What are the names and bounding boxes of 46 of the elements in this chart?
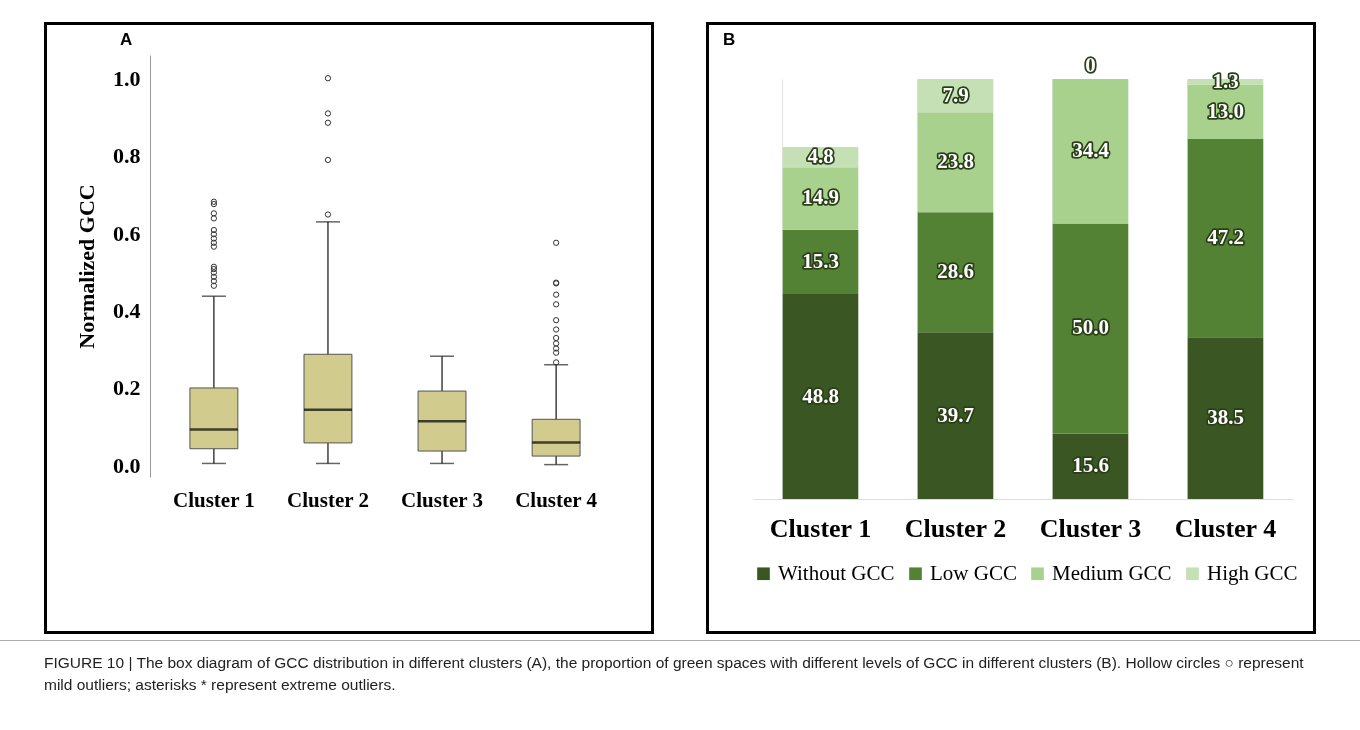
data-label: 23.8	[937, 149, 974, 174]
y-tick-label: 0.8	[113, 143, 141, 169]
x-tick-label: Cluster 2	[904, 513, 1007, 543]
bar	[1187, 337, 1264, 499]
data-label: 39.7	[937, 402, 974, 427]
caption: FIGURE 10 | The box diagram of GCC distribution in different clusters (A), the proportion of green spaces with different levels of GCC in different clusters (B). Hollow circles ○ represent mild outliers; asterisks * represent extreme outliers.	[44, 653, 1305, 695]
y-tick-label: 1.0	[113, 65, 141, 91]
bar	[782, 294, 859, 499]
x-tick-label: Cluster 4	[1174, 513, 1277, 543]
x-tick-label: Cluster 2	[287, 487, 369, 512]
chart-title: B	[723, 30, 736, 49]
bar	[1052, 223, 1129, 434]
data-label: 28.6	[937, 259, 974, 284]
legend-label: High GCC	[1207, 560, 1298, 585]
y-tick-label: 0.4	[113, 298, 141, 324]
data-label: 15.3	[802, 248, 839, 273]
data-label: 48.8	[802, 383, 839, 408]
chart-title: A	[120, 30, 133, 49]
legend-label: Without GCC	[778, 560, 895, 585]
y-tick-label: 0.6	[113, 220, 141, 246]
data-label: 38.5	[1207, 405, 1244, 430]
data-label: 13.0	[1207, 98, 1244, 123]
bar	[917, 212, 994, 333]
bar	[1187, 139, 1264, 338]
data-label: 1.3	[1212, 68, 1239, 93]
y-tick-label: 0.2	[113, 375, 141, 401]
x-tick-label: Cluster 1	[172, 487, 255, 512]
legend-label: Low GCC	[930, 560, 1017, 585]
data-label: 47.2	[1207, 225, 1244, 250]
y-axis-title: Normalized GCC	[74, 184, 99, 349]
data-label: 34.4	[1072, 138, 1110, 163]
bar	[917, 332, 994, 499]
x-tick-label: Cluster 3	[1039, 513, 1142, 543]
y-tick-label: 0.0	[113, 452, 141, 478]
bar	[917, 112, 994, 213]
x-tick-label: Cluster 4	[515, 487, 598, 512]
data-label: 0	[1085, 53, 1096, 77]
data-label: 4.8	[807, 144, 834, 169]
bar	[1052, 79, 1129, 224]
data-label: 7.9	[942, 82, 969, 107]
data-label: 50.0	[1072, 315, 1109, 340]
legend-label: Medium GCC	[1052, 560, 1172, 585]
x-tick-label: Cluster 1	[769, 513, 872, 543]
data-label: 14.9	[802, 185, 839, 210]
x-tick-label: Cluster 3	[401, 487, 483, 512]
data-label: 15.6	[1072, 453, 1109, 478]
